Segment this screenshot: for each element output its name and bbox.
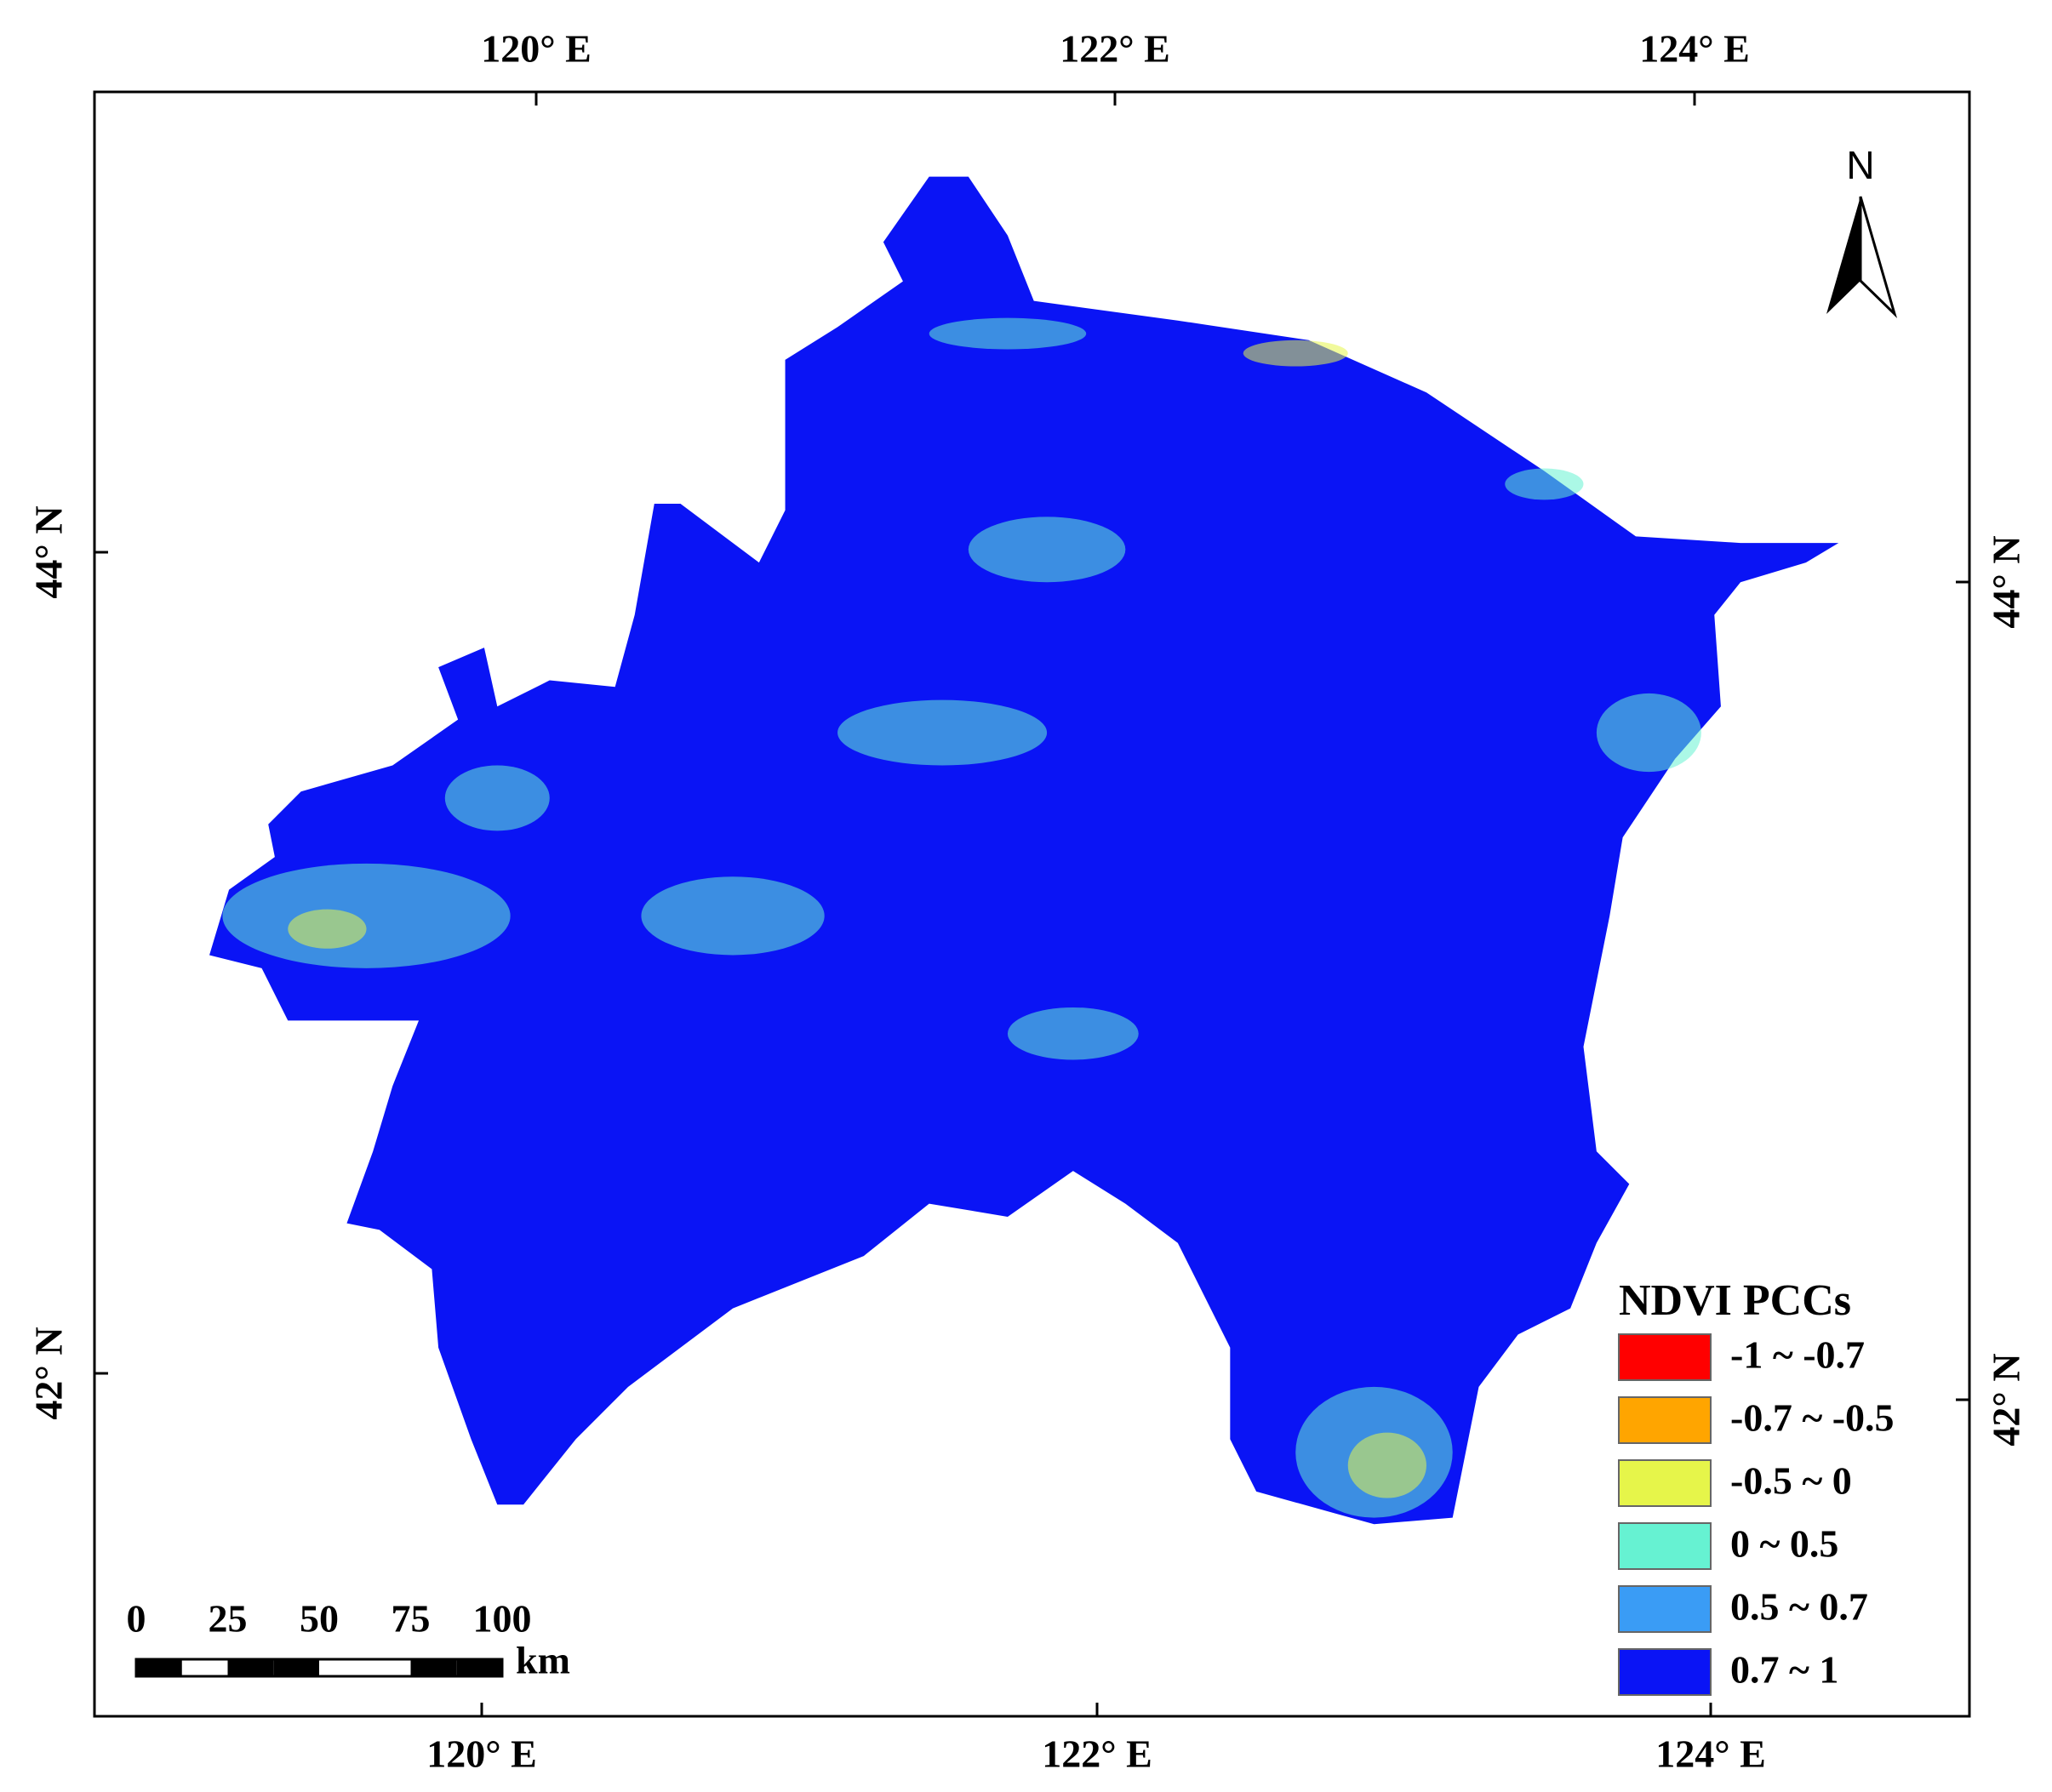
bottom-lon-label: 124° E <box>1655 1732 1766 1776</box>
region-patch <box>837 699 1048 766</box>
north-arrow-left <box>1826 197 1861 314</box>
region-patch <box>1505 468 1584 500</box>
legend-title: NDVI PCCs <box>1619 1276 1851 1325</box>
region-patch <box>444 765 550 831</box>
right-lat-label: 44° N <box>1985 535 2028 628</box>
region-shape <box>209 176 1839 1525</box>
scale-bar-unit: km <box>516 1639 570 1682</box>
scale-bar-segment <box>273 1659 319 1676</box>
region <box>209 176 1839 1525</box>
region-patch <box>929 317 1087 350</box>
map-decor <box>1826 196 1898 319</box>
top-lon-label: 120° E <box>481 27 592 71</box>
region-patch <box>1007 1007 1139 1060</box>
scale-bar-label: 50 <box>300 1597 339 1641</box>
legend-label: 0 ~ 0.5 <box>1730 1522 1838 1566</box>
left-lat-label: 44° N <box>27 505 71 598</box>
legend-swatch <box>1618 1522 1712 1570</box>
bottom-lon-label: 122° E <box>1042 1732 1152 1776</box>
scale-bar-label: 25 <box>209 1597 248 1641</box>
legend-label: -0.5 ~ 0 <box>1730 1459 1852 1503</box>
region-patch <box>1596 693 1701 773</box>
scale-bar-segment <box>456 1659 502 1676</box>
region-patch <box>222 863 511 968</box>
scale-bar-segment <box>136 1659 182 1676</box>
legend-label: -0.7 ~ -0.5 <box>1730 1396 1895 1440</box>
region-patch <box>288 909 367 949</box>
region-patch <box>1243 340 1348 367</box>
north-label: N <box>1846 143 1874 187</box>
legend-label: 0.7 ~ 1 <box>1730 1648 1838 1692</box>
scale-bar-label: 100 <box>473 1597 532 1641</box>
scale-bar-label: 0 <box>127 1597 146 1641</box>
right-lat-label: 42° N <box>1985 1353 2028 1446</box>
legend-swatch <box>1618 1459 1712 1507</box>
legend-swatch <box>1618 1333 1712 1381</box>
top-lon-label: 124° E <box>1639 27 1750 71</box>
scale-bar-segment <box>410 1659 457 1676</box>
left-lat-label: 42° N <box>27 1327 71 1419</box>
scale-bar-label: 75 <box>392 1597 431 1641</box>
region-patch <box>641 876 825 956</box>
legend-swatch <box>1618 1585 1712 1633</box>
legend-swatch <box>1618 1648 1712 1696</box>
scale-bar-segment <box>227 1659 274 1676</box>
legend-swatch <box>1618 1396 1712 1444</box>
top-lon-label: 122° E <box>1060 27 1170 71</box>
north-arrow-right <box>1859 196 1898 319</box>
legend-label: 0.5 ~ 0.7 <box>1730 1585 1868 1629</box>
map-frame <box>93 90 1971 1718</box>
bottom-lon-label: 120° E <box>426 1732 537 1776</box>
region-patch <box>1347 1432 1426 1498</box>
region-patch <box>968 516 1126 583</box>
legend-label: -1 ~ -0.7 <box>1730 1333 1865 1377</box>
